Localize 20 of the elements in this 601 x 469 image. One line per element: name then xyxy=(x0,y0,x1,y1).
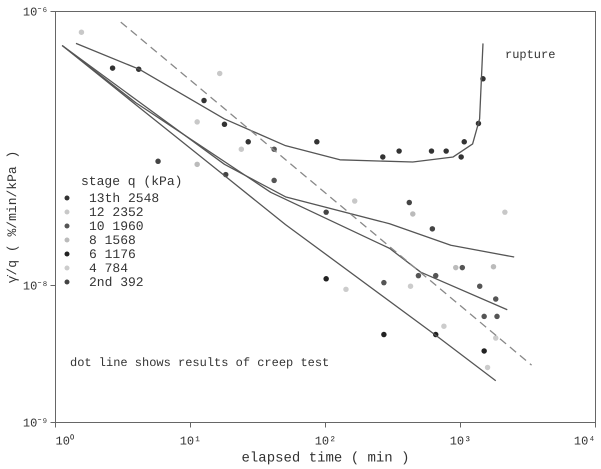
legend-label: 2nd 392 xyxy=(89,275,144,290)
legend-title: stage q (kPa) xyxy=(81,174,182,189)
x-axis-title: elapsed time ( min ) xyxy=(241,450,410,466)
legend-label: 12 2352 xyxy=(89,205,144,220)
x-tick-label: 10⁰ xyxy=(56,434,74,448)
x-tick-label: 10³ xyxy=(450,434,472,448)
y-tick-label: 10⁻⁹ xyxy=(22,416,48,430)
y-tick-label: 10⁻⁸ xyxy=(22,280,48,294)
y-axis-title: γ̇/q ( %/min/kPa ) xyxy=(4,150,20,284)
annotation: dot line shows results of creep test xyxy=(70,356,330,370)
x-tick-label: 10⁴ xyxy=(574,434,596,448)
x-tick-label: 10² xyxy=(314,434,336,448)
legend-label: 6 1176 xyxy=(89,247,136,262)
legend-label: 8 1568 xyxy=(89,233,136,248)
annotation: rupture xyxy=(505,48,556,62)
legend-label: 10 1960 xyxy=(89,219,144,234)
legend-label: 13th 2548 xyxy=(89,191,160,206)
x-tick-label: 10¹ xyxy=(180,434,202,448)
y-tick-label: 10⁻⁶ xyxy=(22,6,48,20)
legend-label: 4 784 xyxy=(89,261,128,276)
